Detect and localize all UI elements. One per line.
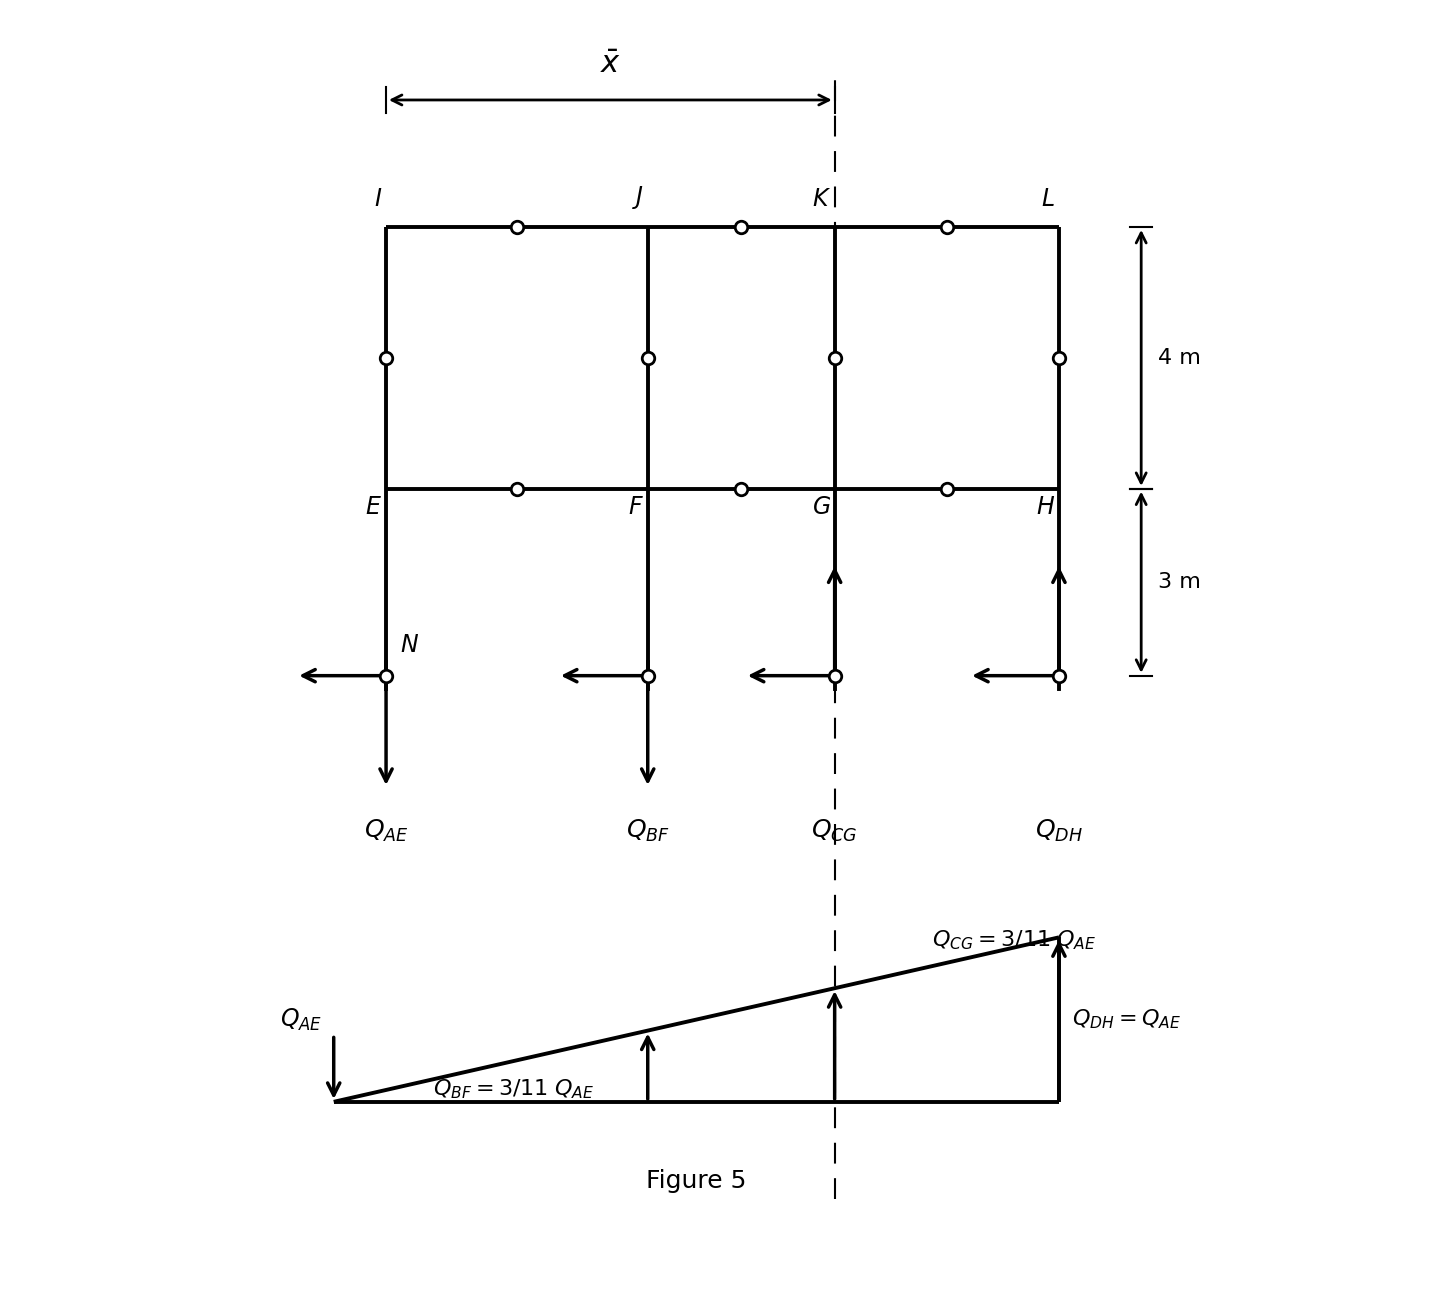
Text: Figure 5: Figure 5	[646, 1169, 747, 1192]
Text: $Q_{BF}$: $Q_{BF}$	[626, 818, 669, 844]
Text: $J$: $J$	[631, 183, 644, 210]
Text: $H$: $H$	[1036, 495, 1055, 518]
Text: $Q_{CG}$: $Q_{CG}$	[811, 818, 858, 844]
Text: $L$: $L$	[1042, 187, 1055, 210]
Text: $F$: $F$	[629, 495, 644, 518]
Text: $G$: $G$	[812, 495, 831, 518]
Text: $\bar{x}$: $\bar{x}$	[600, 51, 621, 79]
Text: $I$: $I$	[374, 187, 383, 210]
Text: $Q_{DH}=Q_{AE}$: $Q_{DH}=Q_{AE}$	[1072, 1008, 1182, 1031]
Text: $Q_{BF}=3/11\;Q_{AE}$: $Q_{BF}=3/11\;Q_{AE}$	[432, 1077, 594, 1102]
Text: $Q_{AE}$: $Q_{AE}$	[364, 818, 409, 844]
Text: $E$: $E$	[366, 495, 383, 518]
Text: 4 m: 4 m	[1157, 348, 1201, 368]
Text: 3 m: 3 m	[1157, 573, 1201, 592]
Text: $N$: $N$	[399, 633, 419, 657]
Text: $Q_{AE}$: $Q_{AE}$	[280, 1007, 322, 1033]
Text: $K$: $K$	[812, 187, 831, 210]
Text: $Q_{DH}$: $Q_{DH}$	[1035, 818, 1082, 844]
Text: $Q_{CG}=3/11\;Q_{AE}$: $Q_{CG}=3/11\;Q_{AE}$	[932, 927, 1097, 952]
